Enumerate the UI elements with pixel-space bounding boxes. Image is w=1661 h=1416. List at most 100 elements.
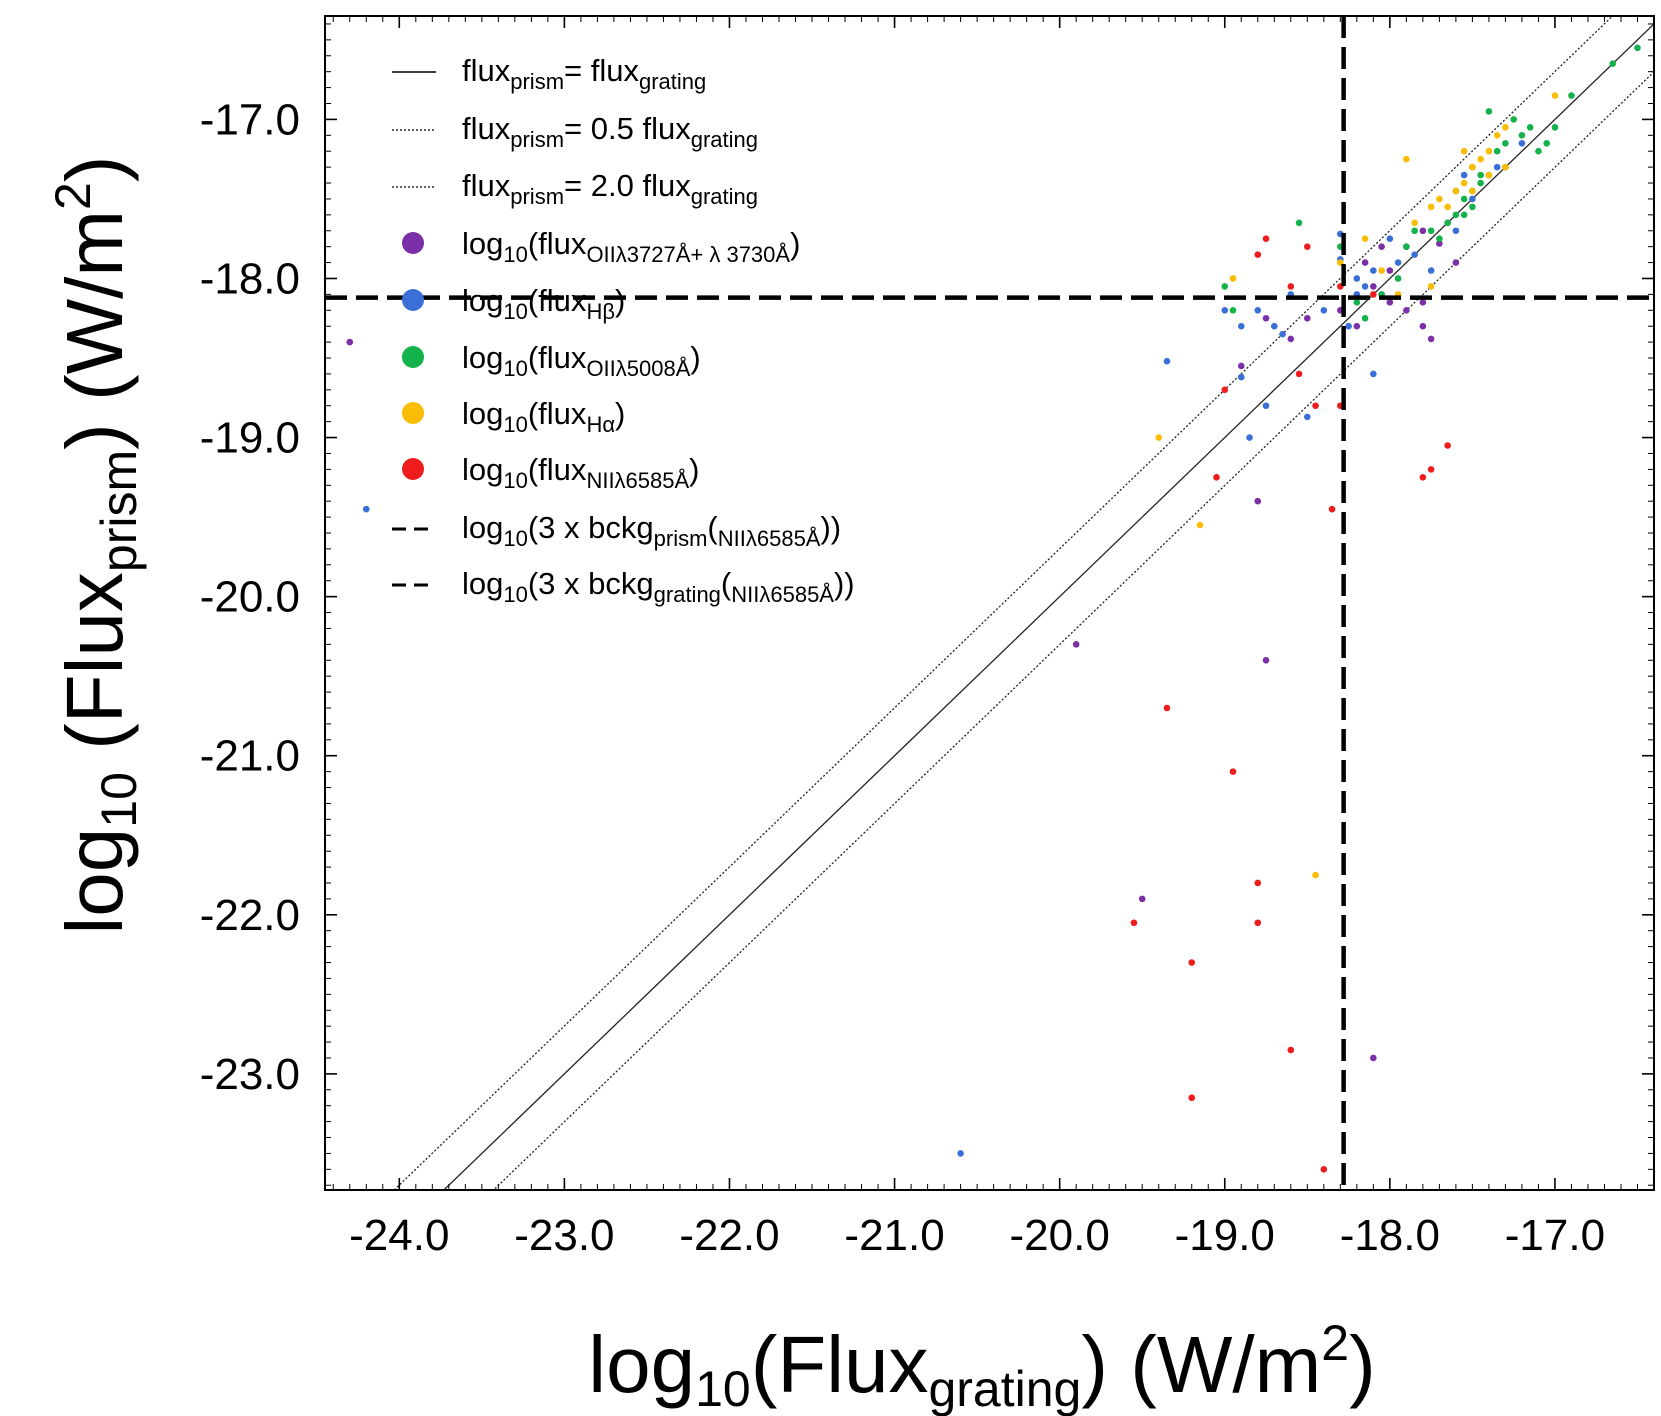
data-point-series-1 (1452, 227, 1460, 235)
legend-marker (402, 232, 424, 254)
data-point-series-1 (1427, 267, 1435, 274)
data-point-series-0 (1138, 895, 1146, 903)
y-tick-label: -17.0 (200, 95, 300, 144)
data-point-series-0 (1370, 283, 1377, 290)
data-point-series-4 (1130, 919, 1138, 927)
legend-marker (402, 289, 424, 311)
legend-entry-6: log10(fluxHα) (402, 396, 625, 437)
data-point-series-0 (1427, 335, 1435, 343)
data-point-series-4 (1419, 474, 1427, 481)
double-flux-line (393, 16, 1614, 1190)
data-point-series-4 (1221, 386, 1229, 394)
y-axis-title: log10 (Fluxprism) (W/m2) (45, 156, 147, 935)
data-point-series-1 (1262, 402, 1270, 410)
data-point-series-0 (1304, 314, 1311, 322)
legend: fluxprism= fluxgrating fluxprism= 0.5 flu… (392, 53, 855, 607)
x-tick-label: -20.0 (1010, 1211, 1110, 1260)
legend-label: fluxprism= fluxgrating (462, 53, 706, 94)
legend-marker (402, 402, 424, 424)
data-point-series-1 (1270, 322, 1278, 330)
data-point-series-3 (1361, 235, 1369, 243)
x-tick-label: -18.0 (1340, 1211, 1440, 1260)
data-point-series-0 (1072, 641, 1080, 648)
x-tick-label: -19.0 (1175, 1211, 1275, 1260)
legend-label: log10(fluxOIIλ3727Å+ λ 3730Å) (462, 226, 800, 267)
data-point-series-2 (1634, 44, 1641, 52)
data-point-series-1 (1279, 330, 1286, 338)
data-point-series-2 (1477, 171, 1484, 179)
data-point-series-1 (1221, 306, 1229, 314)
plot-border (324, 15, 1655, 1191)
data-point-series-4 (1229, 768, 1237, 775)
legend-entry-1: fluxprism= 0.5 fluxgrating (392, 111, 758, 152)
data-point-series-4 (1427, 466, 1435, 473)
data-point-series-1 (362, 505, 370, 513)
data-point-series-3 (1551, 92, 1559, 99)
data-point-series-1 (1237, 373, 1245, 381)
axis-ticks: -24.0 -23.0 -22.0 -21.0 -20.0 -19.0 -18.0 -17.0… (200, 16, 1654, 1260)
data-point-series-0 (1419, 227, 1427, 235)
data-point-series-1 (1361, 283, 1369, 290)
data-point-series-0 (1262, 656, 1270, 664)
data-point-series-0 (1419, 299, 1427, 306)
data-point-series-2 (1510, 116, 1517, 123)
y-tick-label: -22.0 (200, 891, 300, 940)
y-tick-label: -20.0 (200, 573, 300, 622)
data-point-series-3 (1477, 155, 1484, 163)
data-point-series-2 (1568, 92, 1575, 99)
data-point-series-4 (1295, 370, 1303, 378)
data-point-series-4 (1254, 879, 1262, 887)
data-point-series-0 (1419, 322, 1427, 330)
data-point-series-2 (1493, 147, 1501, 155)
x-tick-label: -23.0 (514, 1211, 614, 1260)
data-point-series-2 (1353, 299, 1361, 306)
data-point-series-2 (1394, 275, 1402, 282)
data-point-series-3 (1411, 219, 1418, 227)
legend-label: log10(fluxHα) (462, 396, 625, 437)
data-point-series-3 (1485, 171, 1493, 179)
data-point-series-4 (1262, 235, 1270, 243)
data-point-series-2 (1411, 227, 1418, 235)
data-point-series-1 (1254, 306, 1262, 314)
data-point-series-0 (1436, 240, 1443, 247)
data-point-series-4 (1320, 1166, 1328, 1173)
data-point-series-0 (1378, 243, 1385, 250)
data-point-series-2 (1543, 139, 1550, 147)
legend-label: log10(3 x bckgprism(NIIλ6585Å)) (462, 510, 841, 551)
y-tick-label: -19.0 (200, 414, 300, 463)
data-point-series-3 (1436, 195, 1443, 203)
data-point-series-3 (1427, 203, 1435, 211)
data-point-series-1 (1386, 235, 1394, 243)
legend-label: log10(fluxOIIλ5008Å) (462, 340, 701, 381)
x-tick-label: -17.0 (1505, 1211, 1605, 1260)
data-point-series-2 (1403, 243, 1410, 250)
data-point-series-2 (1477, 179, 1484, 187)
legend-marker (402, 458, 424, 480)
data-point-series-0 (1386, 267, 1394, 274)
data-point-series-3 (1460, 179, 1468, 187)
data-point-series-2 (1535, 147, 1542, 155)
x-axis-title: log10(Fluxgrating) (W/m2) (588, 1315, 1375, 1416)
data-point-series-1 (1370, 267, 1377, 274)
data-point-series-0 (1353, 322, 1361, 330)
legend-marker (402, 346, 424, 368)
data-point-series-1 (1237, 322, 1245, 330)
data-point-series-1 (1353, 275, 1361, 282)
data-point-series-4 (1188, 959, 1196, 966)
data-point-series-2 (1221, 283, 1229, 290)
y-tick-label: -23.0 (200, 1050, 300, 1099)
data-point-series-1 (1394, 259, 1402, 266)
data-point-series-2 (1452, 211, 1460, 219)
data-point-series-0 (1403, 306, 1410, 314)
data-point-series-1 (1493, 163, 1501, 171)
data-point-series-2 (1551, 124, 1559, 131)
data-point-series-2 (1295, 219, 1303, 227)
data-point-series-2 (1469, 203, 1476, 211)
legend-entry-4: log10(fluxHβ) (402, 283, 625, 324)
data-point-series-3 (1485, 147, 1493, 155)
legend-entry-3: log10(fluxOIIλ3727Å+ λ 3730Å) (402, 226, 800, 267)
data-point-series-2 (1229, 306, 1237, 314)
data-point-series-3 (1229, 275, 1237, 282)
data-point-series-4 (1304, 243, 1311, 250)
